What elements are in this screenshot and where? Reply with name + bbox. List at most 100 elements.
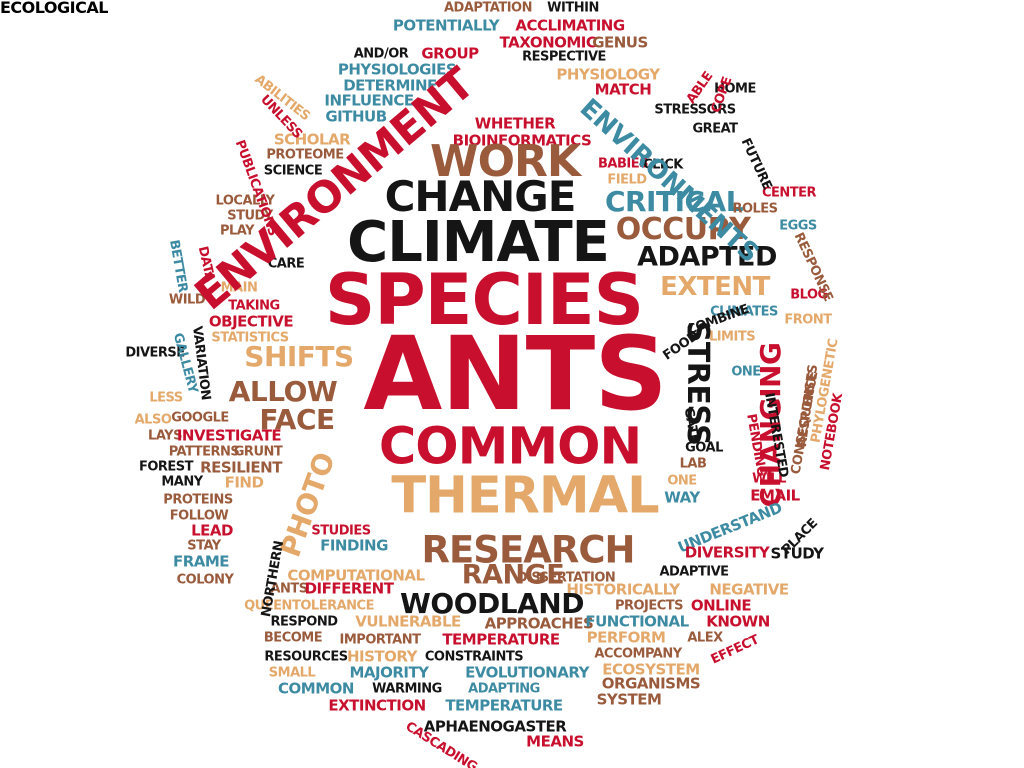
word: RANGE: [461, 559, 565, 591]
word: FIND: [224, 473, 264, 492]
word: QUEEN: [244, 598, 292, 614]
word: NEGATIVE: [709, 580, 789, 599]
word: ROLES: [732, 201, 778, 217]
word: GOOGLE: [171, 410, 229, 426]
word: RESILIENT: [200, 458, 282, 477]
word: MATCH: [594, 80, 652, 99]
word: ECOLOGICAL: [0, 0, 108, 17]
word: ECOSYSTEM: [602, 660, 700, 679]
word: GOAL: [685, 440, 723, 456]
word: PROTEOME: [266, 147, 344, 163]
word: MEANS: [526, 732, 584, 751]
word: RESPECTIVE: [522, 49, 606, 65]
word: DISSERTATION: [516, 570, 616, 586]
word: STAY: [187, 538, 221, 554]
word: DIFFERENT: [304, 579, 394, 598]
word: ACCLIMATING: [515, 16, 625, 35]
word: ONE: [731, 364, 761, 380]
word: ADAPTIVE: [659, 564, 729, 580]
word: FACE: [259, 403, 335, 436]
word: COMMON: [278, 679, 354, 698]
word: WARMING: [372, 681, 442, 697]
word: HOME: [714, 81, 756, 97]
word: VULNERABLE: [355, 612, 461, 631]
word: THERMAL: [391, 466, 659, 526]
word: STUDY: [227, 208, 273, 224]
word: WOODLAND: [400, 587, 584, 620]
word: PHYSIOLOGIES: [337, 60, 457, 79]
word: KNOWN: [706, 612, 770, 631]
word: GITHUB: [325, 107, 387, 126]
word: STRESSORS: [654, 102, 736, 118]
word: RESEARCH: [421, 528, 636, 572]
word: ADAPTED: [637, 241, 777, 273]
word: ORGANISMS: [601, 674, 701, 693]
word: WAY: [664, 488, 700, 507]
word: COMMON: [378, 417, 642, 477]
word: FINDING: [320, 536, 388, 555]
word: FOLLOW: [169, 508, 229, 524]
word: DETERMINE: [343, 76, 437, 95]
word: STUDY: [770, 544, 824, 563]
word: CRITICAL: [604, 185, 744, 218]
word: CLICK: [643, 157, 683, 173]
word: DIVERSE: [125, 345, 185, 361]
word: OCCUPY: [615, 212, 751, 247]
word: SMALL: [268, 665, 316, 681]
word: GROUP: [421, 44, 479, 63]
word: SHIFTS: [244, 340, 354, 373]
word: LIMITS: [708, 329, 756, 345]
word: STATISTICS: [211, 330, 289, 346]
word: COLONY: [176, 572, 234, 588]
word: BLOG: [790, 287, 828, 303]
word: FRAME: [172, 552, 230, 571]
word: INVESTIGATE: [176, 426, 282, 445]
word: ONLINE: [690, 596, 752, 615]
word: BIOINFORMATICS: [452, 131, 592, 150]
word: GREAT: [692, 121, 738, 137]
word: PATTERNS: [168, 444, 240, 460]
word: FIELD: [607, 172, 647, 188]
word: APPROACHES: [484, 614, 594, 633]
word: CONSTRAINTS: [424, 649, 524, 665]
word: TAKING: [228, 298, 280, 314]
word: PERFORM: [586, 628, 666, 647]
word: SPECIES: [324, 259, 644, 341]
word: EGGS: [779, 218, 817, 234]
word: POTENTIALLY: [392, 16, 500, 35]
word: HISTORY: [346, 647, 418, 666]
word: DIVERSITY: [684, 543, 770, 562]
word: IMPORTANT: [339, 632, 421, 648]
word: LESS: [149, 390, 183, 406]
word: EXTENT: [660, 272, 770, 302]
word: GENUS: [592, 33, 648, 52]
word: FUTURE: [737, 136, 775, 192]
word: ADAPTATION: [444, 0, 533, 16]
word: ALEX: [687, 630, 723, 646]
word: BECOME: [263, 630, 323, 646]
word: ANTS: [270, 581, 308, 597]
word: ACCOMPANY: [594, 646, 682, 662]
word: CARE: [267, 256, 305, 272]
word: ADAPTING: [468, 681, 540, 697]
word: EMAIL: [750, 486, 800, 505]
word: BETTER: [166, 238, 190, 294]
word: COMPUTATIONAL: [287, 566, 425, 585]
word: WHETHER: [474, 114, 556, 133]
word: MAIN: [220, 280, 258, 296]
word: HISTORICALLY: [566, 580, 680, 599]
word: CLIMATES: [710, 304, 778, 320]
word: PROJECTS: [614, 598, 684, 614]
word: WILL: [752, 471, 786, 487]
word: ALSO: [134, 412, 172, 428]
word: FOREST: [138, 459, 194, 475]
word: SCIENCE: [263, 163, 323, 179]
word: FRONT: [784, 312, 832, 328]
word: ANTS: [363, 315, 667, 434]
word: WITHIN: [547, 0, 599, 16]
word: TEMPERATURE: [445, 696, 563, 715]
word: TEMPERATURE: [442, 630, 560, 649]
word: CENTER: [761, 185, 817, 201]
word: RESOURCES: [264, 649, 348, 665]
